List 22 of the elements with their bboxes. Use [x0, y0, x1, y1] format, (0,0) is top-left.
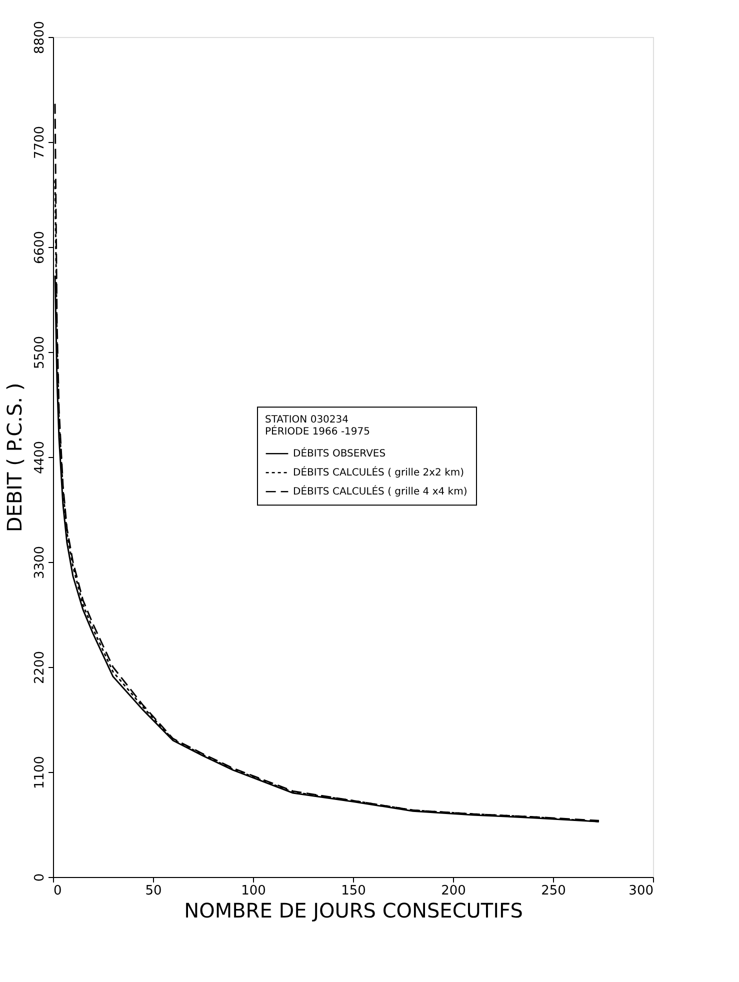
x-tick-label: 0 [54, 884, 62, 898]
y-tick-label: 6600 [32, 230, 48, 264]
y-axis-title: DEBIT ( P.C.S. ) [2, 382, 26, 532]
legend-label: DÉBITS CALCULÉS ( grille 4 x4 km) [293, 484, 468, 498]
y-tick-label: 3300 [32, 546, 48, 580]
y-tick-label: 2200 [32, 650, 48, 684]
x-tick-label: 150 [341, 884, 366, 898]
y-tick-label: 4400 [32, 440, 48, 474]
x-tick-label: 300 [628, 884, 654, 898]
x-tick-label: 200 [441, 884, 466, 898]
x-tick-label: 100 [241, 884, 266, 898]
legend-label: DÉBITS CALCULÉS ( grille 2x2 km) [293, 466, 464, 479]
y-tick-label: 5500 [32, 336, 48, 370]
y-tick-label: 7700 [32, 126, 48, 160]
y-tick-label: 0 [32, 873, 48, 882]
y-tick-label: 1100 [32, 756, 48, 790]
x-tick-label: 250 [541, 884, 566, 898]
y-tick-label: 8800 [32, 20, 48, 54]
x-axis-title: NOMBRE DE JOURS CONSECUTIFS [184, 898, 523, 922]
legend-title: STATION 030234 PÉRIODE 1966 -1975 [265, 414, 370, 438]
legend-label: DÉBITS OBSERVES [293, 446, 386, 460]
x-tick-label: 50 [145, 884, 162, 898]
